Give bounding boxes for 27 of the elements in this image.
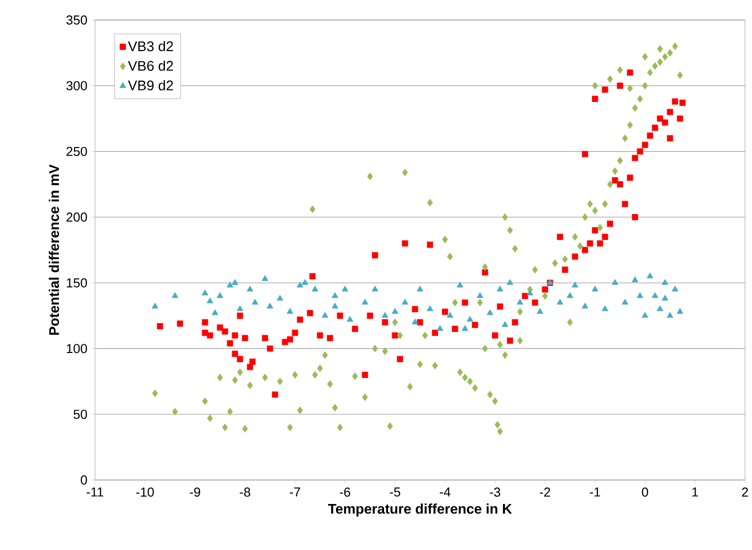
x-tick-label: -9	[190, 488, 200, 497]
x-tick-label: -3	[490, 488, 500, 497]
y-tick-label: 150	[66, 278, 87, 288]
legend-label: VB9 d2	[128, 80, 173, 90]
x-axis-title: Temperature difference in K	[328, 504, 512, 517]
y-tick-label: 350	[66, 15, 87, 25]
x-tick-label: 2	[742, 488, 748, 497]
legend-label: VB6 d2	[128, 60, 173, 71]
y-tick-label: 300	[66, 81, 87, 90]
y-tick-label: 250	[66, 146, 87, 156]
x-tick-label: -4	[440, 488, 450, 496]
x-tick-label: -10	[136, 488, 154, 497]
x-tick-label: -5	[390, 488, 400, 497]
legend-label: VB3 d2	[128, 40, 173, 52]
y-tick-label: 0	[80, 475, 87, 485]
x-tick-label: -1	[590, 488, 600, 496]
y-axis-title: Potential difference in mV	[48, 164, 60, 335]
x-tick-label: 0	[642, 488, 648, 497]
x-tick-label: -11	[86, 488, 104, 496]
y-tick-label: 100	[66, 344, 87, 354]
x-tick-label: -7	[290, 488, 300, 496]
y-tick-label: 200	[66, 212, 87, 222]
y-tick-label: 50	[74, 410, 87, 419]
x-tick-label: -6	[340, 488, 350, 497]
x-tick-label: -2	[540, 488, 550, 497]
x-tick-label: 1	[692, 488, 698, 496]
x-tick-label: -8	[240, 488, 250, 497]
